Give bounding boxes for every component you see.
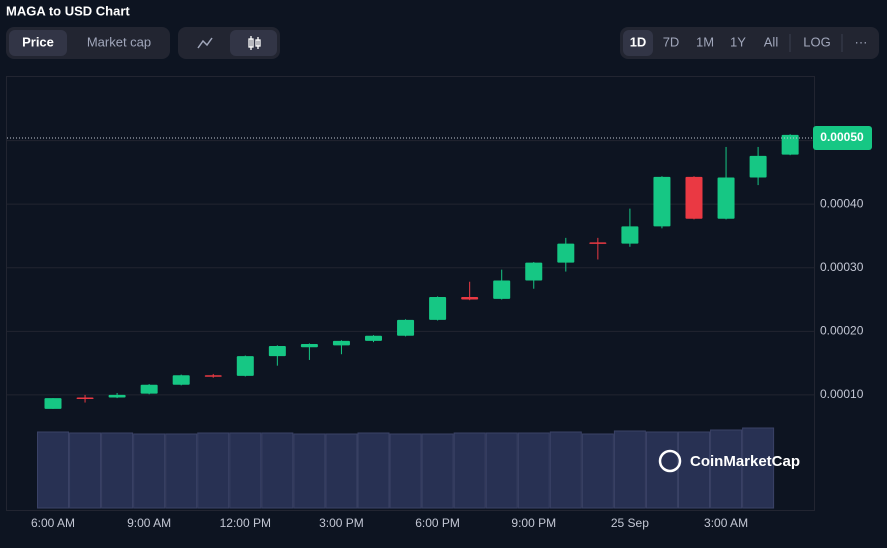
- x-tick-label: 3:00 AM: [704, 516, 748, 530]
- candle-body: [589, 242, 607, 244]
- candle-body: [108, 394, 126, 398]
- volume-bar: [325, 433, 358, 509]
- candle-body: [685, 176, 703, 219]
- volume-bar: [517, 432, 550, 509]
- volume-bar: [261, 432, 294, 509]
- range-button[interactable]: 7D: [663, 34, 680, 49]
- candle-body: [300, 344, 318, 348]
- title: MAGA to USD Chart: [6, 3, 130, 18]
- current-price-label: 0.00050: [820, 130, 864, 144]
- volume-bar: [742, 427, 775, 509]
- candle-icon[interactable]: [248, 36, 261, 50]
- candle-body: [44, 398, 62, 409]
- candle-body: [557, 243, 575, 263]
- y-tick-label: 0.00010: [820, 387, 864, 401]
- range-group: [620, 27, 879, 59]
- volume-bar: [37, 431, 69, 509]
- x-tick-label: 3:00 PM: [319, 516, 364, 530]
- volume-bar: [357, 432, 390, 509]
- y-tick-label: 0.00040: [820, 196, 864, 210]
- volume-bar: [165, 433, 198, 509]
- volume-bar: [485, 432, 518, 509]
- volume-bar: [678, 431, 710, 509]
- volume-bar: [197, 432, 230, 509]
- y-tick-label: 0.00020: [820, 324, 864, 338]
- candle-body: [493, 280, 511, 299]
- candle-body: [76, 397, 94, 399]
- range-button[interactable]: LOG: [803, 34, 830, 49]
- watermark-logo: [658, 449, 682, 473]
- plot-frame: [6, 76, 815, 511]
- candle-body: [717, 177, 735, 219]
- x-tick-label: 9:00 PM: [511, 516, 556, 530]
- x-tick-label: 6:00 AM: [31, 516, 75, 530]
- current-price-tag: [813, 126, 872, 151]
- candle-body: [268, 345, 286, 357]
- more-button[interactable]: ···: [855, 34, 868, 49]
- range-button[interactable]: 1Y: [730, 34, 746, 49]
- volume-bar: [421, 433, 454, 509]
- volume-bar: [133, 433, 166, 509]
- candle-body: [781, 134, 799, 155]
- tab-active[interactable]: [9, 30, 67, 56]
- x-tick-label: 6:00 PM: [415, 516, 460, 530]
- candle-body: [236, 356, 254, 376]
- volume-bar: [549, 431, 582, 509]
- volume-bar: [69, 432, 102, 509]
- volume-bar: [453, 432, 486, 509]
- candle-body: [365, 335, 382, 341]
- candle-body: [525, 262, 543, 281]
- candle-body: [749, 155, 767, 178]
- volume-bar: [101, 432, 134, 509]
- x-tick-label: 25 Sep: [611, 516, 649, 530]
- candle-body: [653, 176, 671, 227]
- candle-body: [397, 319, 415, 336]
- candle-body: [461, 296, 479, 300]
- volume-bar: [613, 430, 646, 509]
- volume-bar: [389, 433, 422, 509]
- range-button[interactable]: 1M: [696, 34, 714, 49]
- x-tick-label: 9:00 AM: [127, 516, 171, 530]
- volume-bar: [710, 429, 743, 509]
- candle-body: [140, 384, 158, 394]
- range-button[interactable]: 1D: [630, 34, 647, 49]
- volume-bar: [581, 433, 614, 509]
- line-icon[interactable]: [197, 37, 213, 49]
- volume-bar: [293, 433, 326, 509]
- volume-bar: [229, 432, 262, 509]
- tab[interactable]: Market cap: [87, 34, 151, 49]
- candle-body: [332, 340, 350, 346]
- watermark: CoinMarketCap: [690, 453, 800, 470]
- tab[interactable]: Price: [22, 34, 54, 49]
- x-tick-label: 12:00 PM: [220, 516, 271, 530]
- candle-body: [172, 375, 190, 385]
- y-tick-label: 0.00030: [820, 260, 864, 274]
- candle-body: [621, 226, 639, 244]
- candle-body: [204, 375, 222, 377]
- range-active[interactable]: [623, 30, 653, 56]
- candle-body: [429, 296, 447, 320]
- range-button[interactable]: All: [764, 34, 779, 49]
